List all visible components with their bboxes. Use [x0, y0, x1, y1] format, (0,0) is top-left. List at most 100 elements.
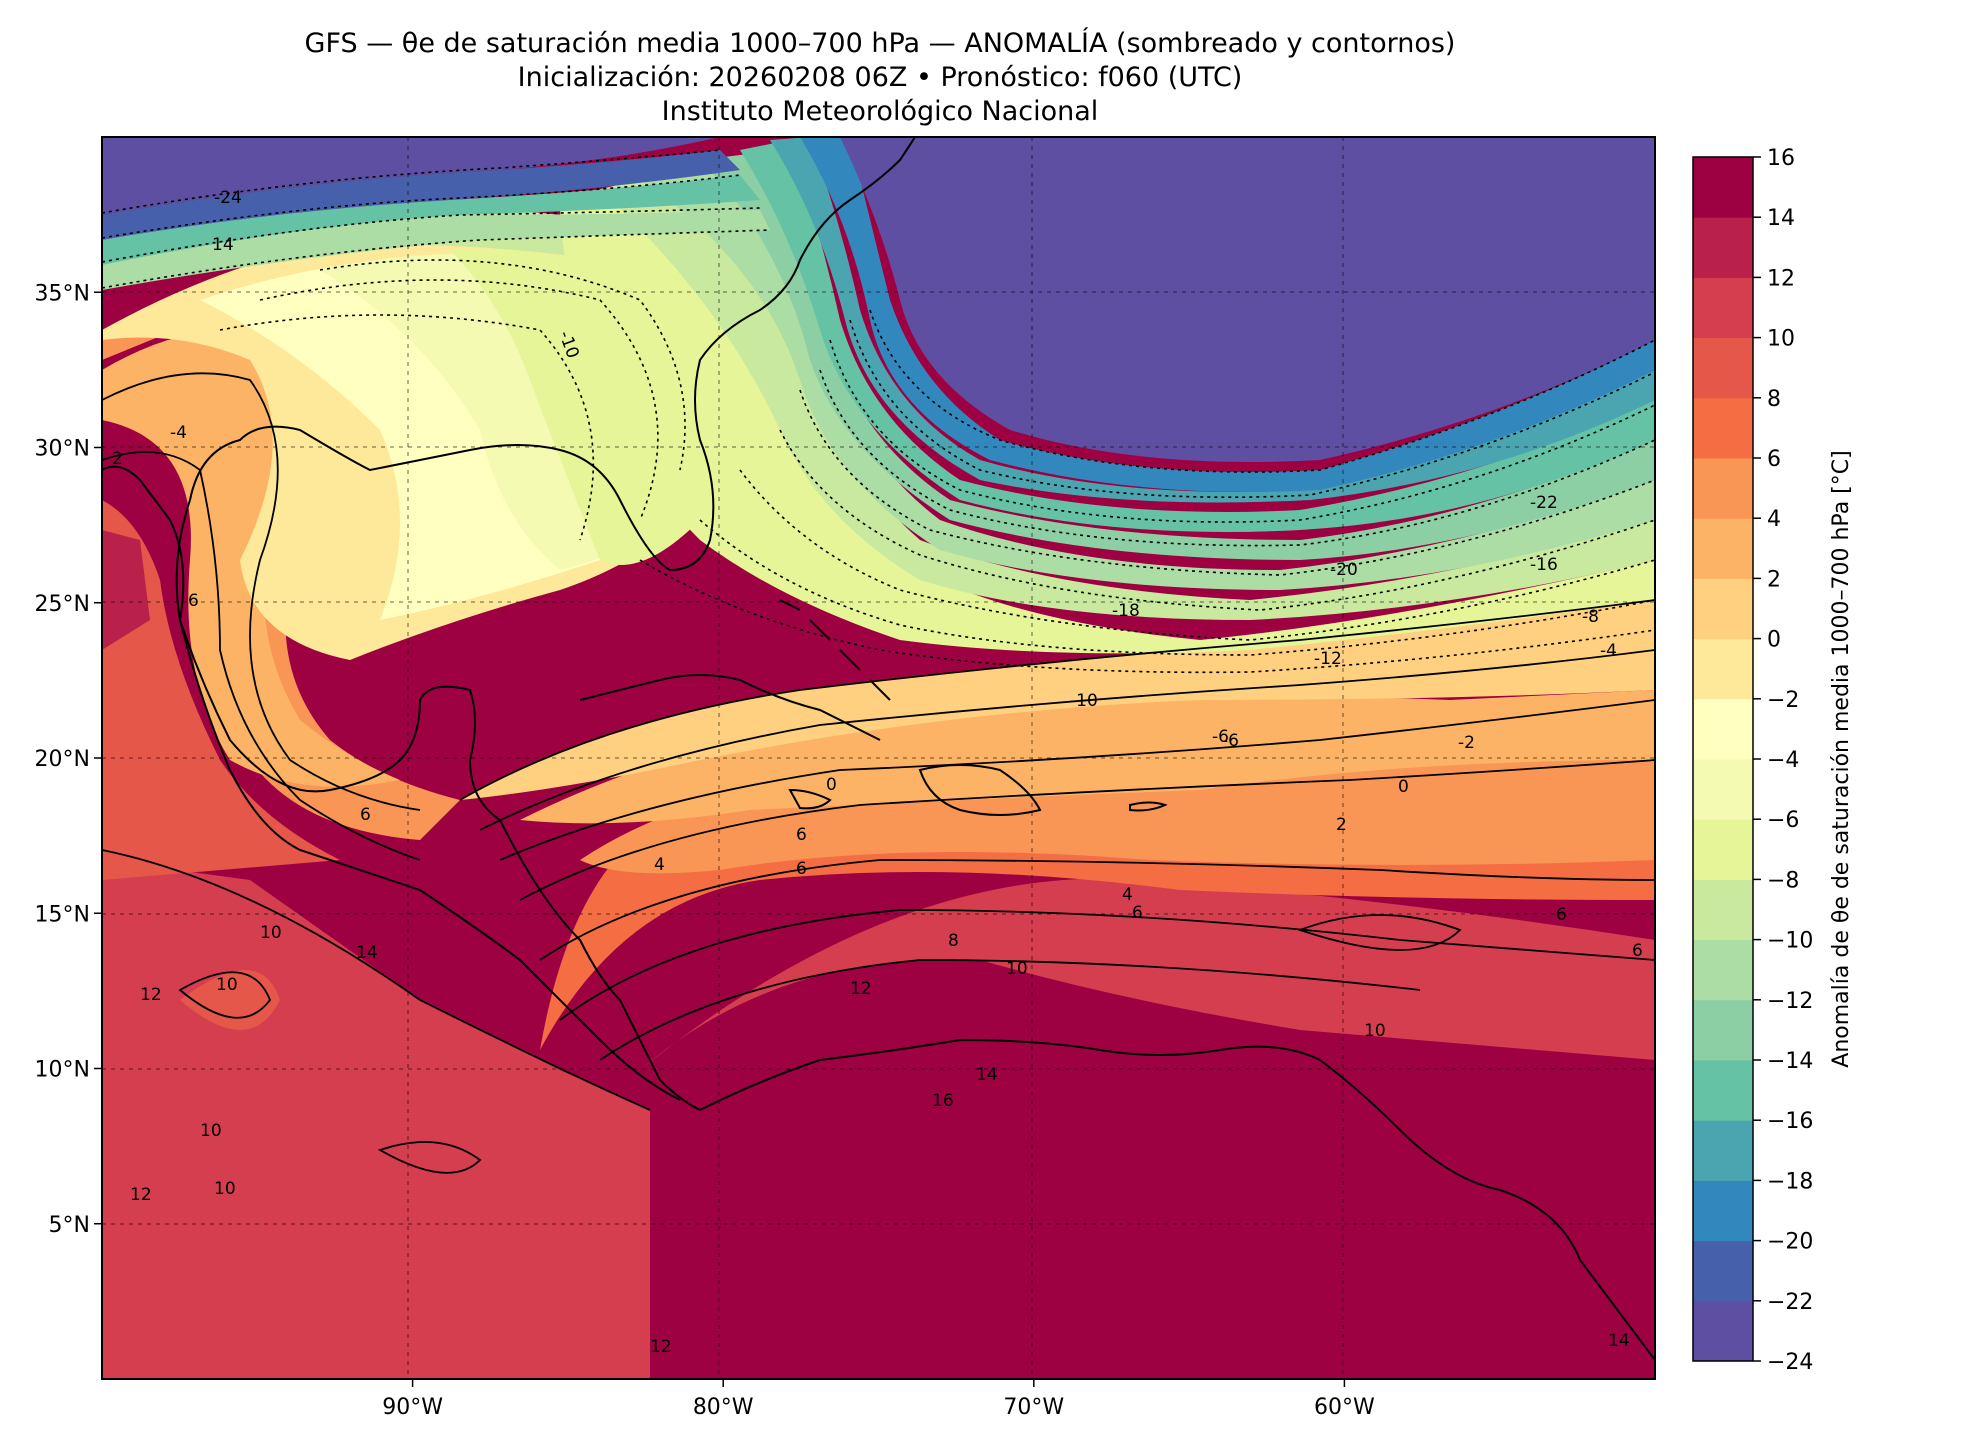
colorbar-segment	[1693, 999, 1753, 1061]
colorbar-tick-label: 12	[1767, 266, 1795, 291]
colorbar-tick-label: −24	[1767, 1350, 1813, 1375]
map-area: -24 14 -10 -22 -20 -16 -18 -12 -8 -4 -10…	[102, 137, 1655, 1379]
contour-label: 2	[1336, 815, 1347, 835]
colorbar-tick-label: −22	[1767, 1290, 1813, 1315]
contour-label: 12	[140, 985, 162, 1005]
colorbar-tick-label: 4	[1767, 507, 1781, 532]
latitude-axis: 5°N 10°N 15°N 20°N 25°N 30°N 35°N	[35, 281, 102, 1238]
contour-label: 10	[1006, 959, 1028, 979]
coastlines	[102, 137, 1655, 1361]
colorbar-segment	[1693, 458, 1753, 519]
anomaly-band-4to6	[580, 720, 1655, 874]
colorbar-tick-label: 2	[1767, 567, 1781, 592]
coastline-jamaica	[788, 788, 832, 810]
colorbar-segment	[1693, 698, 1753, 760]
contour-label: 14	[356, 943, 378, 963]
anomaly-band-mexico-14	[102, 530, 150, 650]
colorbar-segment	[1693, 759, 1753, 820]
contour-label: 6	[1632, 941, 1643, 961]
contour-label: 8	[948, 931, 959, 951]
colorbar-tick-label: 8	[1767, 387, 1781, 412]
colorbar-segment	[1693, 518, 1753, 579]
colorbar-tick-label: −12	[1767, 989, 1813, 1014]
colorbar-segment	[1693, 157, 1753, 218]
contour-label: -10	[1070, 691, 1098, 711]
anomaly-band-atlantic-minus10	[600, 160, 1655, 620]
contour-label: 4	[1122, 885, 1133, 905]
anomaly-band-atlantic-minus24	[840, 137, 1655, 462]
colorbar-segment	[1693, 939, 1753, 1001]
colorbar-tick-label: 16	[1767, 146, 1795, 171]
colorbar-segment	[1693, 337, 1753, 399]
contour-label: -16	[1530, 555, 1558, 575]
contour-label: 0	[1398, 777, 1409, 797]
contour-label: 6	[188, 591, 199, 611]
colorbar-segment	[1693, 397, 1753, 459]
colorbar-segment	[1693, 217, 1753, 278]
colorbar-ticks: 16 14 12 10 8 6 4 2 0 −2 −4 −6 −8 −10 −12 −14 −16 −18 −20 −…	[1753, 146, 1813, 1375]
colorbar-tick-label: 6	[1767, 447, 1781, 472]
colorbar: 16 14 12 10 8 6 4 2 0 −2 −4 −6 −8 −10 −12 −14 −16 −18 −20 −…	[1692, 146, 1854, 1375]
contour-label: 6	[360, 805, 371, 825]
lat-tick-label: 30°N	[35, 437, 90, 462]
anomaly-band-mexico-8	[102, 500, 340, 880]
contour-label: 6	[796, 825, 807, 845]
colorbar-segments	[1693, 157, 1753, 1362]
contour-label: -6	[1222, 731, 1239, 751]
contour-label: 12	[130, 1185, 152, 1205]
colorbar-segment	[1693, 1240, 1753, 1302]
map-title: GFS — θe de saturación media 1000–700 hP…	[304, 28, 1456, 59]
anomaly-band-north-minus12	[102, 210, 770, 290]
colorbar-tick-label: 10	[1767, 327, 1795, 352]
gridlines	[102, 137, 1655, 1379]
colorbar-tick-label: −2	[1767, 688, 1799, 713]
contour-label: -18	[1112, 601, 1140, 621]
anomaly-band-north-minus16	[102, 175, 760, 265]
anomaly-band-0to2	[460, 600, 1655, 800]
colorbar-tick-label: −20	[1767, 1230, 1813, 1255]
lat-tick-label: 35°N	[35, 281, 90, 306]
colorbar-segment	[1693, 1120, 1753, 1181]
contour-label: 10	[200, 1121, 222, 1141]
coastline-hispaniola	[918, 764, 1042, 816]
positive-contours	[102, 372, 1655, 1174]
anomaly-band-12	[640, 878, 1655, 1070]
coastline-south-america	[699, 1038, 1655, 1361]
contour-label: -24	[214, 188, 242, 208]
colorbar-label: Anomalía de θe de saturación media 1000–…	[1829, 450, 1854, 1067]
colorbar-tick-label: −4	[1767, 748, 1799, 773]
contour-label: 6	[1132, 903, 1143, 923]
lon-tick-label: 90°W	[382, 1395, 443, 1420]
contour-labels: -24 14 -10 -22 -20 -16 -18 -12 -8 -4 -10…	[112, 188, 1643, 1357]
colorbar-tick-label: −8	[1767, 868, 1799, 893]
contour-label: -8	[1582, 607, 1599, 627]
contour-label: -2	[1458, 733, 1475, 753]
lat-tick-label: 5°N	[49, 1213, 90, 1238]
contour-label: -22	[1530, 493, 1558, 513]
map-subtitle-institute: Instituto Meteorológico Nacional	[661, 96, 1099, 127]
coastline-puerto-rico	[1129, 801, 1168, 812]
map-subtitle-init: Inicialización: 20260208 06Z • Pronóstic…	[517, 62, 1243, 93]
colorbar-segment	[1693, 879, 1753, 941]
lat-tick-label: 10°N	[35, 1058, 90, 1083]
coastline-pacific-mexico	[102, 465, 681, 1101]
colorbar-tick-label: −14	[1767, 1049, 1813, 1074]
coastline-bahamas	[779, 599, 891, 701]
lon-tick-label: 80°W	[693, 1395, 754, 1420]
colorbar-tick-label: −16	[1767, 1109, 1813, 1134]
contour-label: -4	[1600, 641, 1617, 661]
anomaly-band-north-minus24	[102, 137, 720, 215]
contour-label: 12	[850, 979, 872, 999]
contour-label: -4	[170, 423, 187, 443]
anomaly-band-10	[180, 970, 280, 1030]
negative-contours	[102, 149, 1655, 674]
colorbar-tick-label: −10	[1767, 929, 1813, 954]
contour-label: 4	[654, 855, 665, 875]
contour-label: 14	[1608, 1331, 1630, 1351]
contour-label: 14	[976, 1065, 998, 1085]
lat-tick-label: 25°N	[35, 592, 90, 617]
contour-label: -20	[1330, 560, 1358, 580]
colorbar-segment	[1693, 1180, 1753, 1242]
contour-label: 6	[796, 859, 807, 879]
